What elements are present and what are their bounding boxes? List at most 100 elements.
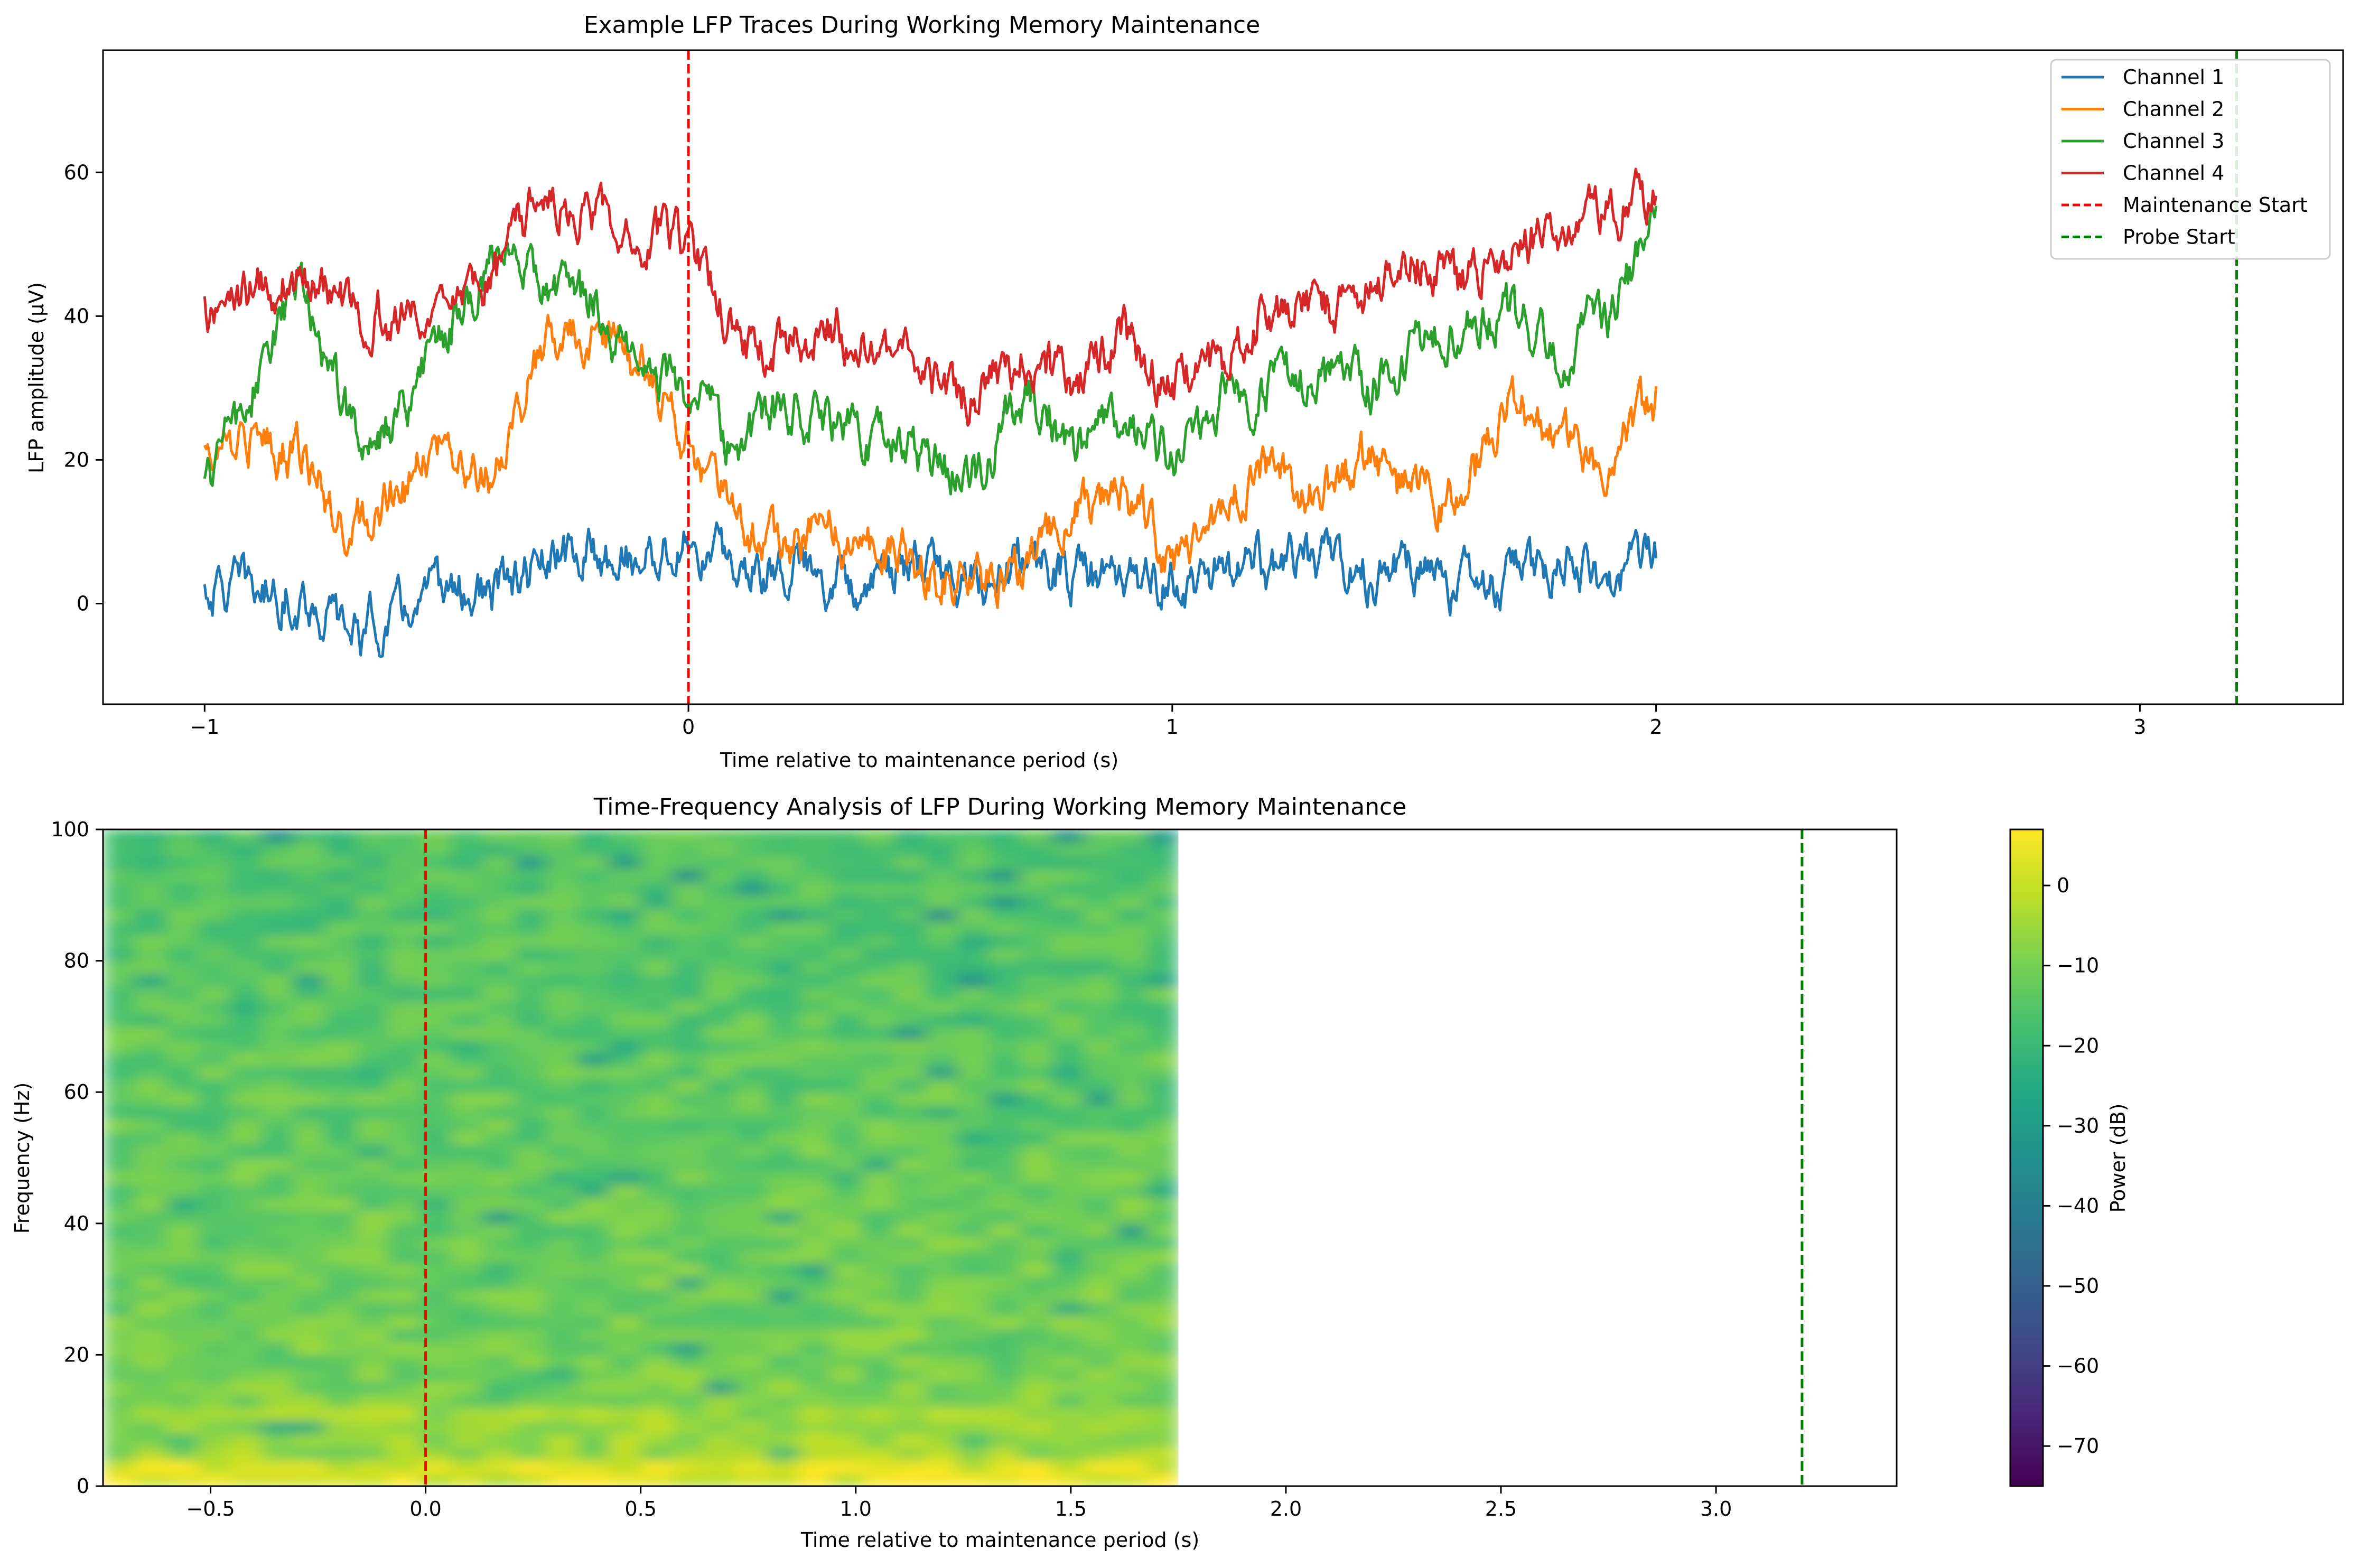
spectrogram-cell <box>862 1381 894 1395</box>
spectrogram-cell <box>198 1171 230 1185</box>
spectrogram-cell <box>1051 1079 1084 1093</box>
spectrogram-cell <box>546 842 578 856</box>
spectrogram-cell <box>1083 960 1116 975</box>
spectrogram-cell <box>957 987 990 1001</box>
spectrogram-cell <box>514 842 547 856</box>
spectrogram-cell <box>767 1144 799 1159</box>
spectrogram-cell <box>1020 1144 1052 1159</box>
spectrogram-cell <box>862 1263 894 1277</box>
spectrogram-cell <box>957 1460 990 1474</box>
spectrogram-cell <box>482 960 515 975</box>
spectrogram-cell <box>387 829 420 843</box>
spectrogram-cell <box>514 1052 547 1067</box>
spectrogram-cell <box>229 1105 262 1119</box>
spectrogram-cell <box>229 1341 262 1356</box>
spectrogram-cell <box>609 934 641 948</box>
spectrogram-cell <box>419 1276 452 1290</box>
spectrogram-cell <box>546 1052 578 1067</box>
spectrogram-cell <box>609 1131 641 1145</box>
spectrogram-cell <box>1051 1000 1084 1014</box>
spectrogram-cell <box>387 1249 420 1264</box>
spectrogram-cell <box>546 1236 578 1250</box>
spectrogram-cell <box>862 960 894 975</box>
spectrogram-cell <box>893 1263 926 1277</box>
spectrogram-cell <box>640 1000 673 1014</box>
spectrogram-cell <box>451 1118 483 1132</box>
spectrogram-cell <box>925 1420 958 1434</box>
spectrogram-cell <box>546 1249 578 1264</box>
spectrogram-cell <box>609 1052 641 1067</box>
spectrogram-cell <box>482 1052 515 1067</box>
spectrogram-cell <box>925 1210 958 1224</box>
spectrogram-cell <box>640 842 673 856</box>
spectrogram-cell <box>198 842 230 856</box>
spectrogram-cell <box>1115 1460 1148 1474</box>
spectrogram-cell <box>356 1341 388 1356</box>
spectrogram-cell <box>735 1131 768 1145</box>
spectrogram-cell <box>640 1460 673 1474</box>
spectrogram-cell <box>640 1026 673 1040</box>
spectrogram-cell <box>419 1013 452 1027</box>
spectrogram-cell <box>387 987 420 1001</box>
spectrogram-cell <box>640 1276 673 1290</box>
spectrogram-cell <box>1083 1315 1116 1329</box>
spectrogram-cell <box>767 921 799 935</box>
spectrogram-cell <box>134 1328 167 1342</box>
spectrogram-cell <box>704 908 736 922</box>
spectrogram-cell <box>1083 1066 1116 1080</box>
spectrogram-cell <box>324 1341 357 1356</box>
spectrogram-cell <box>451 1144 483 1159</box>
spectrogram-cell <box>1146 1420 1179 1434</box>
spectrogram-cell <box>198 1420 230 1434</box>
spectrogram-cell <box>957 1394 990 1408</box>
spectrogram-cell <box>767 1289 799 1303</box>
spectrogram-cell <box>925 1118 958 1132</box>
spectrogram-cell <box>735 1052 768 1067</box>
spectrogram-cell <box>103 1249 135 1264</box>
spectrogram-cell <box>672 1092 705 1106</box>
spectrogram-cell <box>735 1105 768 1119</box>
spectrogram-cell <box>261 1433 294 1448</box>
spectrogram-cell <box>387 1407 420 1421</box>
spectrogram-cell <box>672 1420 705 1434</box>
spectrogram-cell <box>893 1171 926 1185</box>
spectrogram-cell <box>799 921 831 935</box>
spectrogram-cell <box>514 1355 547 1369</box>
spectrogram-cell <box>862 829 894 843</box>
spectrogram-cell <box>514 1039 547 1053</box>
spectrogram-cell <box>704 1460 736 1474</box>
spectrogram-cell <box>735 1210 768 1224</box>
spectrogram-cell <box>925 1460 958 1474</box>
spectrogram-cell <box>799 1473 831 1486</box>
spectrogram-cell <box>451 1197 483 1211</box>
spectrogram-cell <box>261 1131 294 1145</box>
spectrogram-cell <box>1083 855 1116 870</box>
spectrogram-cell <box>261 1381 294 1395</box>
spectrogram-cell <box>767 974 799 988</box>
spectrogram-cell <box>830 987 863 1001</box>
spectrogram-cell <box>356 1236 388 1250</box>
spectrogram-cell <box>419 1236 452 1250</box>
spectrogram-cell <box>482 1368 515 1382</box>
spectrogram-cell <box>957 1315 990 1329</box>
spectrogram-cell <box>1083 1092 1116 1106</box>
spectrogram-cell <box>735 1276 768 1290</box>
spectrogram-cell <box>767 1355 799 1369</box>
spectrogram-cell <box>799 1368 831 1382</box>
spectrogram-cell <box>640 1433 673 1448</box>
spectrogram-cell <box>609 1355 641 1369</box>
spectrogram-cell <box>166 1328 199 1342</box>
spectrogram-cell <box>609 1026 641 1040</box>
spectrogram-cell <box>609 1420 641 1434</box>
spectrogram-cell <box>261 1249 294 1264</box>
spectrogram-cell <box>609 1289 641 1303</box>
spectrogram-cell <box>735 1158 768 1172</box>
spectrogram-cell <box>862 1420 894 1434</box>
spectrogram-cell <box>988 987 1021 1001</box>
spectrogram-cell <box>1020 895 1052 909</box>
spectrogram-cell <box>830 1473 863 1486</box>
spectrogram-cell <box>419 855 452 870</box>
spectrogram-cell <box>546 921 578 935</box>
spectrogram-cell <box>356 987 388 1001</box>
spectrogram-cell <box>293 1039 325 1053</box>
